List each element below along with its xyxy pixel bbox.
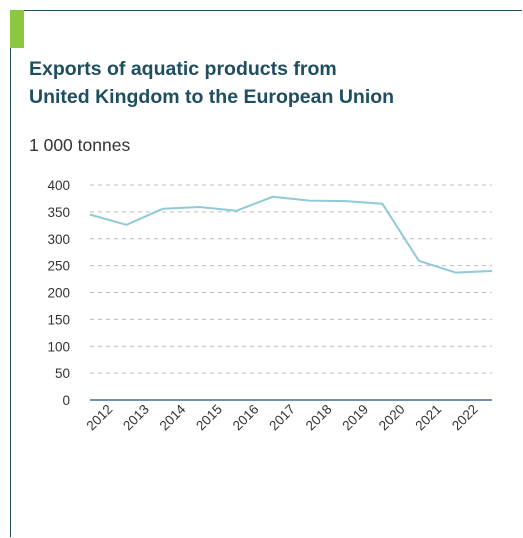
x-tick-label: 2019 [339,402,371,434]
x-tick-label: 2015 [193,402,225,434]
y-tick-label: 150 [47,312,70,327]
y-tick-label: 250 [47,259,70,274]
y-tick-label: 100 [47,339,70,354]
x-tick-label: 2020 [376,402,408,434]
x-tick-label: 2018 [303,402,335,434]
unit-label: 1 000 tonnes [29,135,131,155]
x-tick-label: 2013 [120,402,152,434]
x-tick-label: 2012 [84,402,116,434]
x-tick-label: 2021 [412,402,444,434]
x-tick-label: 2014 [157,401,189,433]
chart-title: Exports of aquatic products from United … [29,55,499,111]
y-tick-label: 400 [47,178,70,193]
x-tick-label: 2022 [449,402,481,434]
chart-title-line-2: United Kingdom to the European Union [29,86,395,108]
y-tick-label: 350 [47,205,70,220]
x-tick-label: 2016 [230,402,262,434]
chart-title-line-1: Exports of aquatic products from [29,58,337,80]
y-tick-label: 200 [47,286,70,301]
chart-frame [10,10,522,537]
y-tick-label: 50 [55,366,70,381]
series-line [89,195,493,274]
y-tick-label: 0 [62,393,70,408]
y-tick-label: 300 [47,232,70,247]
x-tick-label: 2017 [266,402,298,434]
accent-bar [10,10,24,48]
